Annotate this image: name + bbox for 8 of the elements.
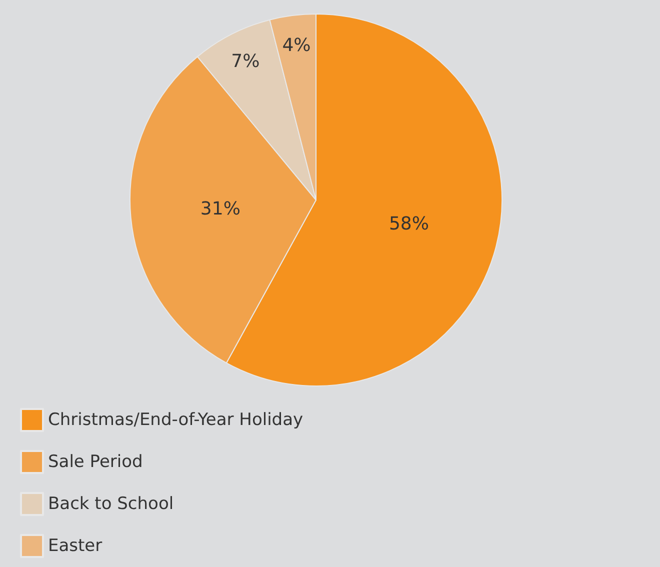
legend-label: Christmas/End-of-Year Holiday [48,410,304,430]
data-label: 4% [282,35,311,56]
legend-label: Back to School [48,494,174,514]
data-label: 7% [231,50,260,72]
legend-label: Sale Period [48,452,143,472]
data-label: 31% [200,198,240,220]
legend-label: Easter [48,536,102,556]
data-label: 58% [388,213,429,234]
